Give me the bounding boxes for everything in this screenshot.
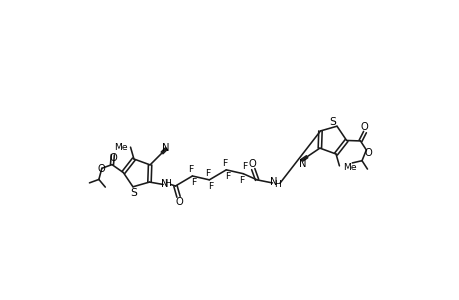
Text: N: N bbox=[298, 159, 306, 169]
Text: F: F bbox=[241, 162, 247, 171]
Text: F: F bbox=[205, 169, 210, 178]
Text: F: F bbox=[239, 176, 244, 185]
Text: N: N bbox=[162, 143, 169, 153]
Text: F: F bbox=[207, 182, 213, 191]
Text: H: H bbox=[164, 179, 171, 188]
Text: F: F bbox=[222, 158, 227, 167]
Text: F: F bbox=[190, 178, 196, 187]
Text: S: S bbox=[328, 117, 335, 128]
Text: O: O bbox=[359, 122, 367, 132]
Text: H: H bbox=[273, 180, 280, 189]
Text: O: O bbox=[97, 164, 105, 174]
Text: N: N bbox=[161, 179, 168, 189]
Text: N: N bbox=[270, 177, 277, 187]
Text: F: F bbox=[224, 172, 230, 181]
Text: O: O bbox=[248, 159, 256, 169]
Text: O: O bbox=[175, 197, 183, 207]
Text: S: S bbox=[130, 188, 137, 198]
Text: F: F bbox=[188, 165, 193, 174]
Text: O: O bbox=[363, 148, 371, 158]
Text: O: O bbox=[110, 154, 117, 164]
Text: Me: Me bbox=[114, 143, 128, 152]
Text: Me: Me bbox=[342, 163, 356, 172]
